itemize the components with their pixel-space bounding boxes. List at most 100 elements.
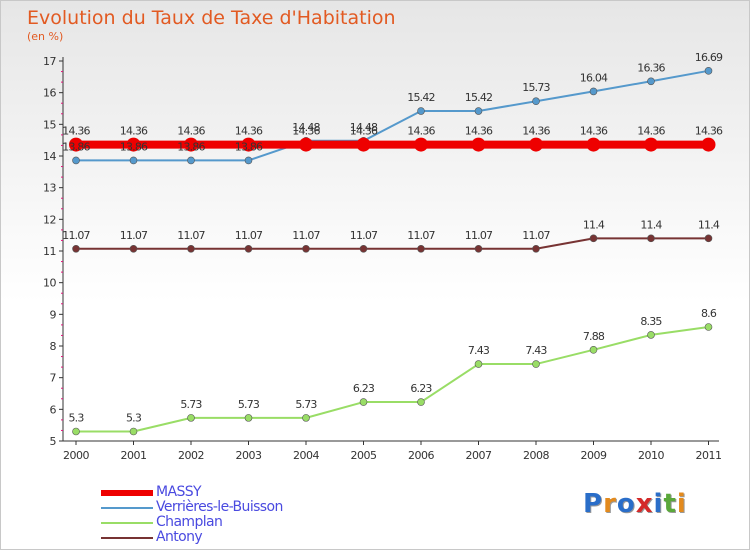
y-tick-label: 9 (50, 308, 57, 321)
x-tick-label: 2008 (523, 449, 549, 462)
data-label: 15.73 (522, 81, 550, 94)
data-label: 16.36 (637, 61, 665, 74)
legend-item-champlan: Champlan (101, 514, 361, 530)
data-label: 7.43 (525, 344, 547, 357)
data-label: 11.4 (698, 218, 720, 231)
data-point (704, 67, 713, 75)
data-label: 13.86 (120, 140, 148, 153)
x-tick-label: 2000 (63, 449, 89, 462)
data-point (126, 137, 141, 152)
chart-subtitle: (en %) (27, 30, 64, 43)
y-tick-label: 13 (43, 182, 56, 195)
data-point (532, 97, 540, 106)
data-label: 14.36 (177, 125, 205, 138)
data-label: 11.07 (465, 229, 493, 242)
data-point (704, 323, 713, 331)
data-label: 11.07 (522, 229, 550, 242)
data-point (359, 244, 368, 253)
y-tick-label: 11 (43, 245, 56, 258)
data-point (302, 244, 310, 253)
y-tick-label: 12 (43, 213, 56, 226)
logo-letter: x (635, 489, 654, 519)
series-line-verri-res-le-buisson (76, 69, 709, 162)
data-point (474, 360, 483, 368)
data-point (129, 244, 138, 253)
y-tick-label: 6 (50, 403, 57, 416)
data-point (129, 427, 138, 436)
data-label: 13.86 (177, 140, 205, 153)
data-point (244, 414, 253, 422)
data-point (647, 234, 655, 243)
data-point (529, 137, 543, 152)
x-tick-label: 2006 (408, 449, 434, 462)
data-label: 11.07 (407, 229, 435, 242)
data-label: 14.36 (350, 125, 378, 138)
data-point (704, 234, 713, 243)
data-label: 15.42 (465, 91, 493, 104)
data-point (417, 398, 425, 406)
data-point (586, 137, 601, 152)
legend-item-antony: Antony (101, 529, 361, 545)
data-point (244, 244, 253, 253)
data-label: 11.07 (292, 229, 320, 242)
data-label: 7.88 (583, 330, 605, 343)
data-label: 14.48 (350, 121, 378, 134)
data-point (532, 360, 540, 368)
x-tick-label: 2004 (293, 449, 319, 462)
data-point (589, 345, 598, 354)
data-point (356, 137, 371, 152)
x-tick-label: 2005 (351, 449, 377, 462)
data-label: 11.07 (62, 229, 90, 242)
data-label: 6.23 (410, 382, 432, 395)
data-point (589, 234, 598, 243)
data-label: 16.04 (580, 71, 608, 84)
data-point (72, 156, 80, 165)
legend-label-massy: MASSY (156, 484, 202, 500)
logo-letter: o (616, 489, 636, 519)
data-point (187, 414, 195, 422)
y-tick-label: 5 (50, 435, 57, 448)
data-label: 14.48 (292, 121, 320, 134)
logo-letter: r (603, 489, 617, 519)
legend-label-champlan: Champlan (156, 514, 223, 530)
data-label: 11.07 (350, 229, 378, 242)
data-label: 14.36 (695, 125, 723, 138)
data-label: 5.3 (126, 412, 142, 425)
data-point (184, 137, 198, 152)
data-label: 8.35 (640, 315, 662, 328)
data-point (359, 398, 368, 406)
series-line-champlan (76, 326, 709, 433)
data-label: 5.73 (180, 398, 202, 411)
data-label: 7.43 (468, 344, 490, 357)
logo-letter: i (676, 489, 687, 519)
x-tick-label: 2007 (466, 449, 492, 462)
data-label: 6.23 (353, 382, 375, 395)
data-label: 13.86 (62, 140, 90, 153)
data-label: 5.3 (68, 412, 84, 425)
data-label: 14.36 (292, 125, 320, 138)
data-point (471, 137, 486, 152)
legend-swatch-verrieres (101, 507, 153, 509)
data-point (644, 137, 658, 152)
data-point (647, 331, 655, 339)
data-point (417, 107, 425, 115)
data-point (72, 427, 80, 436)
legend-label-antony: Antony (156, 529, 203, 545)
data-label: 14.36 (407, 125, 435, 138)
legend-item-massy: MASSY (101, 484, 361, 500)
data-point (187, 156, 195, 165)
data-point (299, 137, 313, 152)
data-point (701, 137, 716, 152)
y-tick-label: 16 (43, 87, 56, 100)
data-label: 14.36 (120, 125, 148, 138)
data-point (474, 107, 483, 115)
data-label: 14.36 (62, 125, 90, 138)
data-label: 13.86 (235, 140, 263, 153)
logo-letter: P (583, 489, 604, 519)
x-tick-label: 2009 (581, 449, 607, 462)
data-label: 11.07 (120, 229, 148, 242)
data-point (187, 244, 195, 253)
legend-swatch-antony (101, 537, 153, 539)
